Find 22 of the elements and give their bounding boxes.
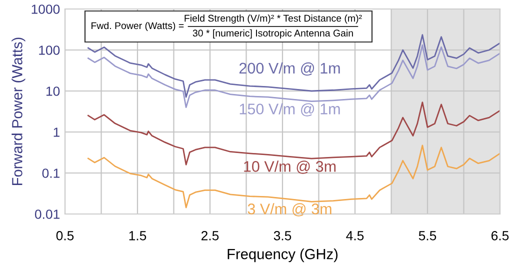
y-tick-label: 10 bbox=[46, 86, 60, 96]
y-tick-label: 0.01 bbox=[34, 210, 60, 219]
x-tick-label: 5.5 bbox=[418, 231, 436, 240]
series-label: 200 V/m @ 1m bbox=[239, 62, 340, 76]
y-tick-label: 100 bbox=[39, 46, 60, 55]
y-tick-label: 1 bbox=[54, 128, 60, 137]
x-tick-label: 3.5 bbox=[274, 231, 292, 240]
x-tick-label: 2.5 bbox=[201, 231, 219, 240]
annotation: Fwd. Power (Watts) = bbox=[92, 22, 184, 32]
annotation: Field Strength (V/m)² * Test Distance (m)² bbox=[184, 14, 362, 24]
y-tick-label: 1000 bbox=[32, 4, 60, 14]
x-tick-label: 1.5 bbox=[129, 231, 146, 240]
x-axis-title: Frequency (GHz) bbox=[228, 248, 338, 262]
x-tick-label: 0.5 bbox=[56, 231, 74, 240]
y-axis-title: Forward Power (Watts) bbox=[12, 38, 26, 185]
x-tick-label: 4.5 bbox=[346, 231, 364, 240]
x-tick-label: 6.5 bbox=[492, 231, 509, 240]
series-label: 10 V/m @ 3m bbox=[244, 160, 336, 174]
series-label: 3 V/m @ 3m bbox=[248, 203, 332, 216]
y-tick-label: 0.1 bbox=[42, 168, 60, 178]
series-label: 150 V/m @ 1m bbox=[240, 103, 340, 116]
annotation: 30 * [numeric] Isotropic Antenna Gain bbox=[192, 29, 353, 38]
